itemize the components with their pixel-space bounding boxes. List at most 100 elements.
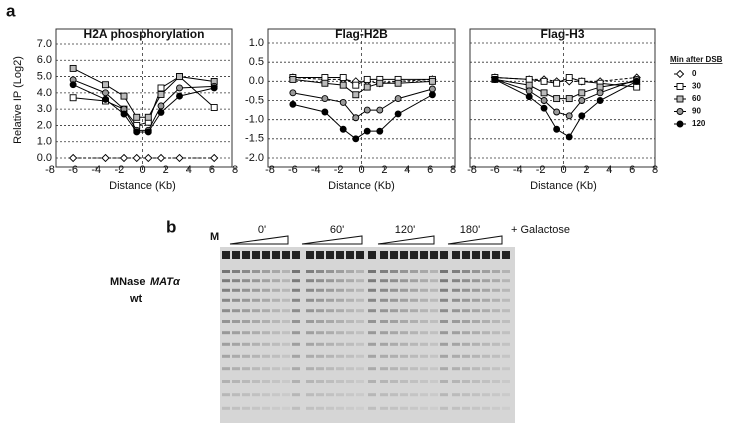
gel-band	[316, 320, 324, 323]
gel-band	[316, 279, 324, 283]
marker	[68, 153, 78, 163]
gel-band	[242, 406, 250, 410]
gel-band	[380, 320, 388, 323]
gel-band	[430, 406, 438, 410]
treatment-label: + Galactose	[511, 224, 570, 236]
gel-band	[440, 380, 448, 383]
gel-band	[326, 320, 334, 323]
gel-band	[380, 298, 388, 302]
gel-band	[492, 309, 500, 313]
marker	[69, 94, 77, 102]
x-axis-title: Distance (Kb)	[530, 180, 597, 192]
marker	[553, 95, 561, 103]
gel-band	[472, 309, 480, 313]
gel-band	[222, 380, 230, 383]
gel-band	[232, 270, 240, 273]
gel-band	[336, 406, 344, 410]
gel-band	[222, 320, 230, 323]
gel-band	[242, 270, 250, 273]
gel-well	[326, 251, 334, 259]
gel-band	[282, 279, 290, 283]
y-tick-label: 1.0	[37, 136, 52, 148]
gel-band	[306, 342, 314, 346]
gel-band	[502, 288, 510, 292]
gel-well	[336, 251, 344, 259]
gel-band	[262, 406, 270, 410]
gel-well	[292, 251, 300, 259]
gel-band	[390, 309, 398, 313]
time-label: 0'	[258, 224, 266, 236]
gel-background	[220, 247, 515, 423]
gel-band	[222, 331, 230, 335]
marker	[289, 89, 297, 97]
gel-band	[252, 354, 260, 358]
gel-band	[336, 270, 344, 273]
marker	[525, 81, 533, 89]
marker	[363, 75, 371, 83]
gel-band	[482, 270, 490, 273]
gel-well	[400, 251, 408, 259]
gel-band	[262, 270, 270, 273]
x-tick-label: 0	[560, 164, 566, 176]
gel-band	[282, 298, 290, 302]
gel-band	[390, 380, 398, 383]
gel-band	[410, 354, 418, 358]
gel-band	[400, 309, 408, 313]
gel-band	[400, 354, 408, 358]
gel-band	[482, 406, 490, 410]
marker	[321, 108, 329, 116]
legend-marker	[676, 83, 684, 90]
gel-band	[430, 320, 438, 323]
y-tick-label: 0.0	[37, 152, 52, 164]
marker	[363, 106, 371, 114]
gel-well	[482, 251, 490, 259]
y-tick-label: 3.0	[37, 103, 52, 115]
marker	[394, 95, 402, 103]
gel-band	[420, 298, 428, 302]
gel-band	[242, 367, 250, 371]
marker	[321, 74, 329, 81]
marker	[352, 81, 360, 89]
marker	[157, 91, 165, 98]
gel-band	[368, 298, 376, 302]
gel-band	[452, 342, 460, 346]
gel-band	[232, 367, 240, 371]
gel-band	[472, 288, 480, 292]
marker	[156, 153, 166, 163]
gel-band	[292, 298, 300, 302]
gel-band	[368, 270, 376, 273]
gel-band	[400, 380, 408, 383]
gel-band	[306, 406, 314, 410]
gel-band	[462, 342, 470, 346]
gel-band	[272, 406, 280, 410]
gel-band	[440, 320, 448, 323]
marker	[321, 95, 329, 103]
marker	[69, 64, 77, 72]
marker	[565, 95, 573, 103]
gel-band	[410, 406, 418, 410]
gel-band	[232, 298, 240, 302]
gel-well	[222, 251, 230, 259]
gel-band	[316, 380, 324, 383]
x-tick-label: -2	[334, 164, 344, 176]
gel-band	[282, 331, 290, 335]
gel-band	[232, 320, 240, 323]
x-tick-label: 0	[139, 164, 145, 176]
marker	[553, 108, 561, 116]
gel-band	[356, 320, 364, 323]
gel-band	[306, 354, 314, 358]
marker	[633, 77, 641, 85]
gel-band	[430, 288, 438, 292]
marker	[491, 75, 499, 83]
gel-band	[482, 298, 490, 302]
gel-band	[452, 367, 460, 371]
marker	[578, 89, 586, 97]
y-tick-label: 0.5	[249, 56, 264, 68]
gel-band	[272, 367, 280, 371]
x-tick-label: -6	[288, 164, 298, 176]
gel-well	[242, 251, 250, 259]
gel-band	[326, 393, 334, 397]
gel-band	[242, 331, 250, 335]
marker	[352, 135, 360, 143]
gel-band	[336, 298, 344, 302]
